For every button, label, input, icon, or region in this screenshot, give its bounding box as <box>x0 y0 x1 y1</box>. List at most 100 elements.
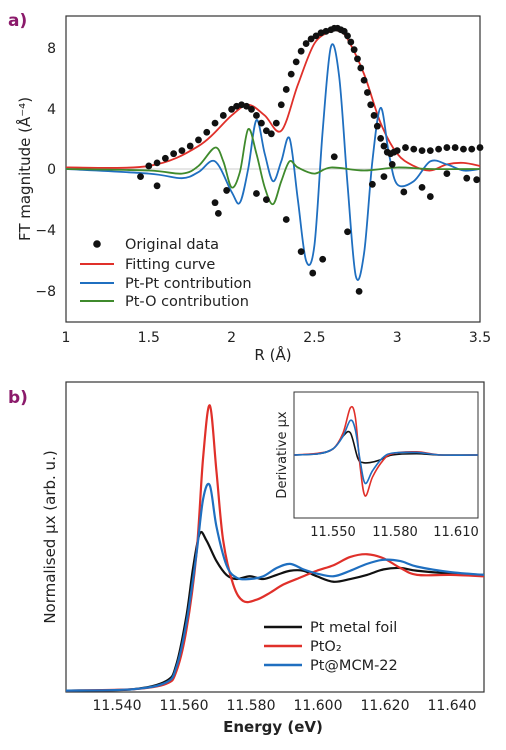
data-point <box>344 228 351 236</box>
data-point <box>451 144 459 151</box>
data-point <box>355 288 363 295</box>
a-xtick: 2 <box>227 330 236 346</box>
data-point <box>309 269 317 277</box>
data-point <box>360 76 368 84</box>
data-point <box>228 105 236 113</box>
data-point <box>145 162 153 170</box>
panel-a-y-ticks: 8 4 0 −4 −8 <box>35 41 56 300</box>
a-xtick: 2.5 <box>303 330 325 346</box>
panel-b-legend: Pt metal foil PtO₂ Pt@MCM-22 <box>264 620 398 674</box>
b-xtick: 11.640 <box>428 698 477 714</box>
panel-a-points <box>137 24 484 295</box>
a-xtick: 3.5 <box>469 330 491 346</box>
data-point <box>418 147 426 155</box>
data-point <box>380 142 388 150</box>
b-xtick: 11.540 <box>93 698 142 714</box>
data-point <box>443 144 451 151</box>
series-line-0 <box>65 530 485 692</box>
data-point <box>473 176 481 184</box>
data-point <box>211 119 219 127</box>
a-xtick: 3 <box>393 330 402 346</box>
series-line-2 <box>293 419 479 485</box>
data-point <box>153 182 161 190</box>
data-point <box>161 154 169 162</box>
data-point <box>354 55 361 63</box>
data-point <box>272 119 280 127</box>
data-point <box>373 122 381 130</box>
data-point <box>253 112 260 119</box>
legend-pt-mcm22: Pt@MCM-22 <box>310 658 398 674</box>
series-line-1 <box>65 404 485 692</box>
legend-pto: Pt-O contribution <box>125 294 249 310</box>
panel-b-label: b) <box>8 388 28 408</box>
a-ytick: 8 <box>47 41 56 57</box>
a-ytick: 4 <box>47 102 56 118</box>
data-point <box>297 248 305 256</box>
data-point <box>186 142 194 150</box>
data-point <box>368 180 376 188</box>
panel-a-x-ticks: 1 1.5 2 2.5 3 3.5 <box>62 330 492 346</box>
panel-a-ylabel: FT magnitude (Å⁻⁴) <box>15 97 34 241</box>
data-point <box>282 86 290 93</box>
data-point <box>463 174 471 182</box>
data-point <box>319 255 327 263</box>
data-point <box>418 183 426 191</box>
data-point <box>170 150 178 158</box>
data-point <box>476 144 484 151</box>
legend-pt-metal-foil: Pt metal foil <box>310 620 397 636</box>
legend-original-data: Original data <box>125 237 219 253</box>
series-line-3 <box>65 43 481 281</box>
panel-a-xlabel: R (Å) <box>254 345 291 364</box>
inset-xtick: 11.550 <box>310 525 356 540</box>
data-point <box>211 199 219 207</box>
data-point <box>367 101 375 109</box>
data-point <box>330 153 338 161</box>
data-point <box>287 70 295 78</box>
panel-b-series <box>65 404 485 692</box>
panel-b-ylabel: Normalised μx (arb. u.) <box>41 450 59 623</box>
a-xtick: 1.5 <box>138 330 160 346</box>
data-point <box>203 128 211 136</box>
data-point <box>243 102 250 110</box>
series-line-4 <box>65 128 481 206</box>
data-point <box>248 105 255 113</box>
data-point <box>402 144 409 151</box>
panel-b-xlabel: Energy (eV) <box>223 718 323 736</box>
data-point <box>312 32 320 40</box>
data-point <box>393 147 401 155</box>
data-point <box>262 196 270 204</box>
data-point <box>370 112 378 119</box>
inset-series <box>293 405 479 497</box>
data-point <box>137 173 144 181</box>
b-xtick: 11.580 <box>227 698 276 714</box>
b-xtick: 11.620 <box>361 698 410 714</box>
panel-b-frame <box>65 381 485 693</box>
data-point <box>350 46 358 54</box>
data-point <box>297 47 305 55</box>
data-point <box>426 193 434 200</box>
a-xtick: 1 <box>62 330 71 346</box>
data-point <box>214 209 222 217</box>
data-point <box>223 187 231 194</box>
b-xtick: 11.600 <box>294 698 343 714</box>
panel-a-legend: Original data Fitting curve Pt-Pt contri… <box>80 237 252 310</box>
data-point <box>380 173 388 181</box>
inset-xtick: 11.610 <box>433 525 479 540</box>
data-point <box>388 161 396 168</box>
data-point <box>178 147 186 155</box>
a-ytick: 0 <box>47 162 56 178</box>
data-point <box>292 58 300 66</box>
a-ytick: −4 <box>35 223 56 239</box>
data-point <box>460 145 467 153</box>
data-point <box>347 38 355 46</box>
data-point <box>443 170 451 177</box>
data-point <box>468 145 476 153</box>
data-point <box>153 159 161 167</box>
inset-ylabel: Derivative μx <box>275 411 290 498</box>
data-point <box>363 89 371 96</box>
data-point <box>253 190 260 197</box>
data-point <box>302 40 310 47</box>
b-xtick: 11.560 <box>160 698 209 714</box>
series-line-2 <box>65 482 485 692</box>
